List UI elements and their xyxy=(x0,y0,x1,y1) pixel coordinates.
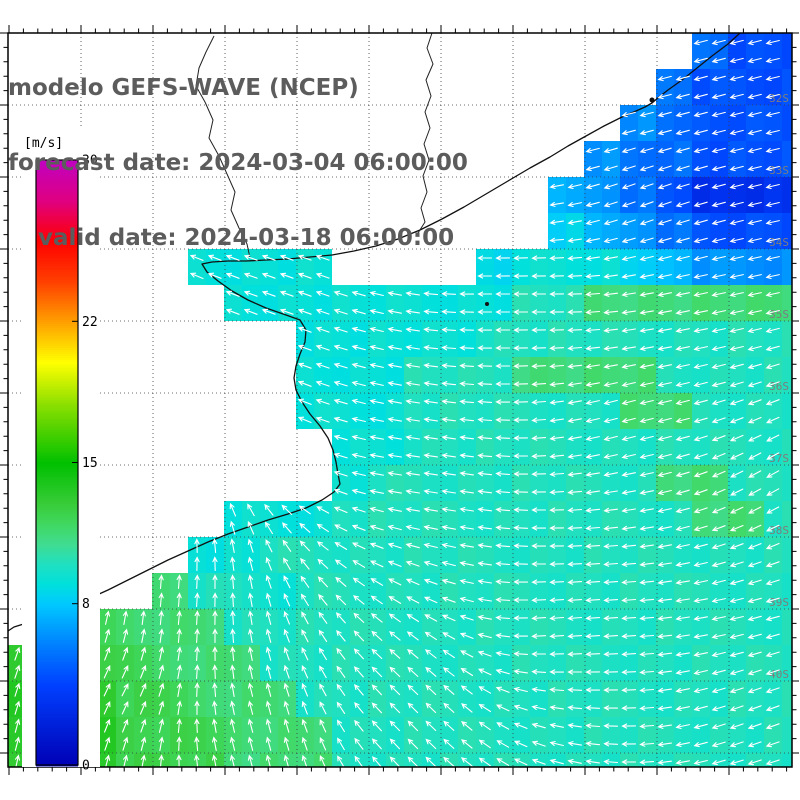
frame-tick-marks xyxy=(0,25,799,775)
colorbar-unit-label: [m/s] xyxy=(24,136,63,151)
graticule-grid xyxy=(8,33,792,767)
coast-feature-dot xyxy=(649,97,655,103)
forecast-date-line: forecast date: 2024-03-04 06:00:00 xyxy=(8,150,468,176)
lat-label: 35S xyxy=(769,308,789,321)
colorbar-tick-label: 22 xyxy=(82,315,98,330)
colorbar-tick-label: 30 xyxy=(82,154,98,169)
lat-label: 32S xyxy=(769,92,789,105)
coast-feature-dot xyxy=(485,302,489,306)
lat-label: 34S xyxy=(769,236,789,249)
colorbar: [m/s] 30 22 15 8 0 xyxy=(22,126,100,774)
model-title: modelo GEFS-WAVE (NCEP) xyxy=(8,75,359,101)
colorbar-tick-label: 0 xyxy=(82,759,90,774)
colorbar-tick-label: 15 xyxy=(82,456,98,471)
river-line xyxy=(417,32,434,234)
map-frame xyxy=(7,32,793,768)
lat-label: 33S xyxy=(769,164,789,177)
coastline-group xyxy=(7,32,741,632)
river-line xyxy=(195,35,251,259)
coastline xyxy=(7,32,741,632)
valid-date-line: valid date: 2024-03-18 06:00:00 xyxy=(38,225,455,251)
colorbar-tick-label: 8 xyxy=(82,597,90,612)
wave-direction-arrows xyxy=(14,39,780,770)
title-block: modelo GEFS-WAVE (NCEP) forecast date: 2… xyxy=(8,26,468,301)
lat-label: 38S xyxy=(769,524,789,537)
